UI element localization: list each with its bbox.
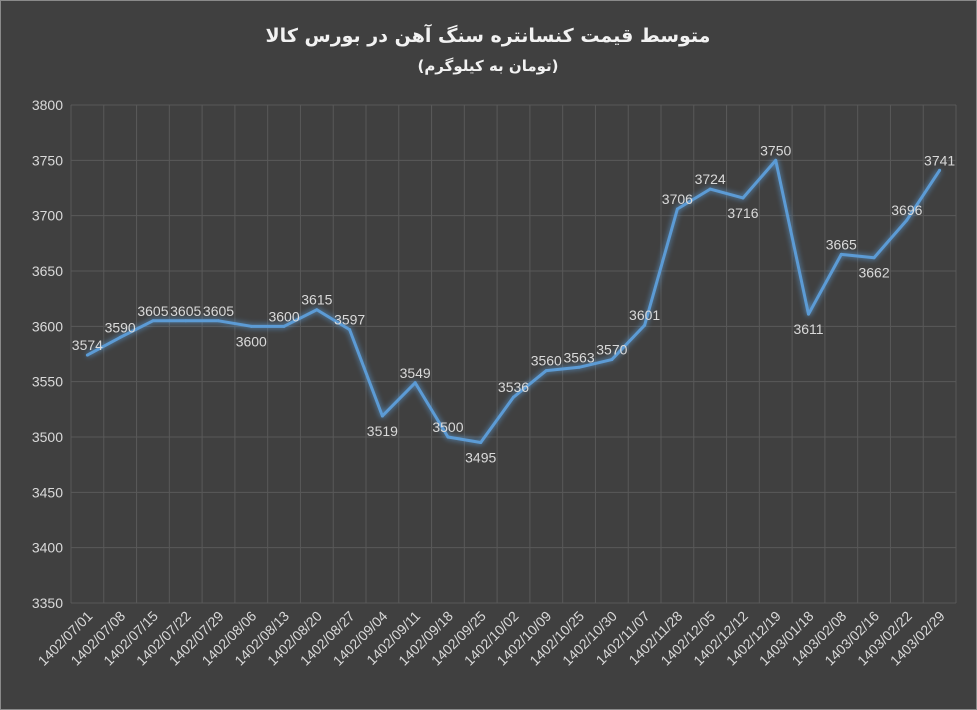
data-point xyxy=(643,323,647,327)
y-tick-label: 3800 xyxy=(32,97,63,113)
data-label: 3560 xyxy=(531,353,562,369)
data-label: 3605 xyxy=(203,303,234,319)
data-point xyxy=(774,158,778,162)
data-label: 3574 xyxy=(72,337,103,353)
data-label: 3741 xyxy=(924,152,955,168)
y-tick-label: 3550 xyxy=(32,374,63,390)
data-label: 3600 xyxy=(236,333,267,349)
data-point xyxy=(741,196,745,200)
data-label: 3665 xyxy=(826,236,857,252)
data-label: 3600 xyxy=(268,308,299,324)
data-label: 3615 xyxy=(301,292,332,308)
y-tick-label: 3700 xyxy=(32,208,63,224)
y-tick-label: 3400 xyxy=(32,540,63,556)
data-label: 3601 xyxy=(629,307,660,323)
data-label: 3706 xyxy=(662,191,693,207)
data-point xyxy=(446,435,450,439)
data-point xyxy=(118,335,122,339)
y-tick-label: 3350 xyxy=(32,595,63,611)
data-label: 3549 xyxy=(400,365,431,381)
data-label: 3605 xyxy=(137,303,168,319)
data-point xyxy=(708,187,712,191)
data-label: 3495 xyxy=(465,450,496,466)
data-point xyxy=(872,256,876,260)
data-point xyxy=(151,319,155,323)
y-tick-label: 3750 xyxy=(32,152,63,168)
data-point xyxy=(577,365,581,369)
data-point xyxy=(85,353,89,357)
data-label: 3724 xyxy=(695,171,726,187)
data-label: 3563 xyxy=(563,349,594,365)
data-label: 3716 xyxy=(727,205,758,221)
data-point xyxy=(282,324,286,328)
data-point xyxy=(184,319,188,323)
data-label: 3570 xyxy=(596,342,627,358)
data-label: 3590 xyxy=(105,319,136,335)
y-tick-label: 3650 xyxy=(32,263,63,279)
data-label: 3696 xyxy=(891,202,922,218)
data-point xyxy=(413,381,417,385)
data-label: 3536 xyxy=(498,379,529,395)
data-point xyxy=(512,395,515,399)
series-polyline xyxy=(86,158,941,445)
data-label: 3605 xyxy=(170,303,201,319)
chart-title: متوسط قیمت کنسانتره سنگ آهن در بورس کالا xyxy=(266,23,711,47)
data-point xyxy=(675,207,679,211)
chart-subtitle: (تومان به کیلوگرم) xyxy=(417,57,558,75)
data-point xyxy=(315,308,319,312)
data-point xyxy=(544,369,548,373)
data-label: 3750 xyxy=(760,142,791,158)
y-tick-label: 3450 xyxy=(32,484,63,500)
data-point xyxy=(938,168,942,172)
data-point xyxy=(217,319,220,323)
y-tick-label: 3600 xyxy=(32,318,63,334)
data-point xyxy=(479,441,483,445)
y-tick-label: 3500 xyxy=(32,429,63,445)
data-label: 3597 xyxy=(334,312,365,328)
data-label: 3611 xyxy=(793,321,823,337)
data-point xyxy=(610,358,614,362)
data-point xyxy=(348,328,352,332)
data-point xyxy=(807,312,810,316)
data-label: 3662 xyxy=(858,265,889,281)
series-line xyxy=(85,158,942,445)
data-point xyxy=(905,218,909,222)
y-axis: 3350 3400 3450 3500 3550 3600 3650 3700 3750 3800 xyxy=(32,97,63,611)
data-point xyxy=(839,252,843,256)
gridlines xyxy=(70,104,957,604)
x-axis: 1402/07/011402/07/081402/07/151402/07/22… xyxy=(35,608,948,669)
data-label: 3519 xyxy=(367,423,398,439)
data-label: 3500 xyxy=(432,419,463,435)
data-point xyxy=(380,414,384,418)
data-point xyxy=(249,324,253,328)
